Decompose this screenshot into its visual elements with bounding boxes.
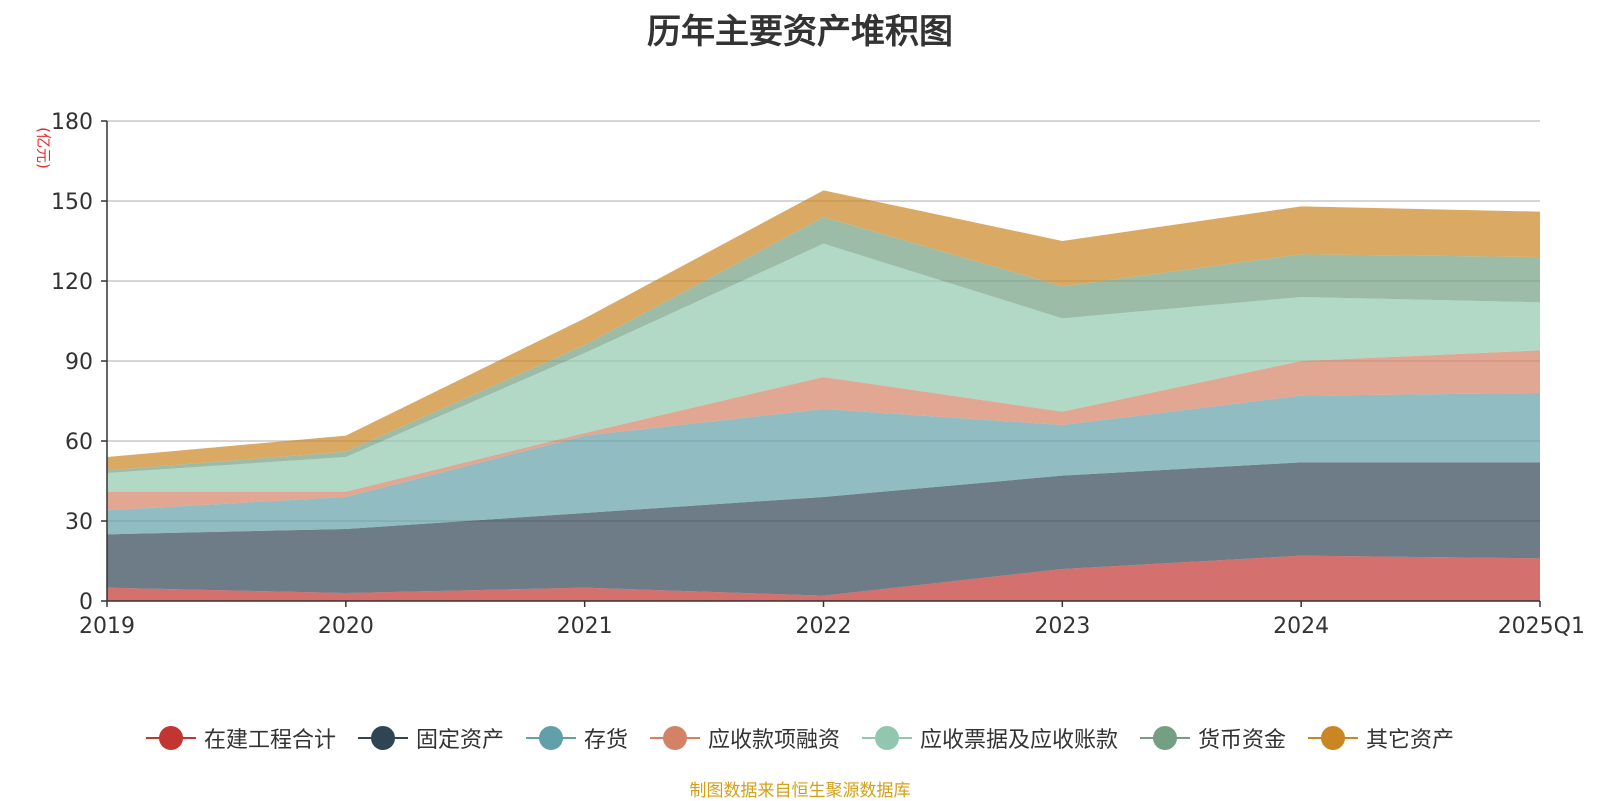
chart-title: 历年主要资产堆积图 xyxy=(647,12,953,52)
y-tick-label: 30 xyxy=(65,510,93,535)
legend-label: 应收款项融资 xyxy=(707,728,840,753)
y-tick-label: 150 xyxy=(51,190,93,215)
x-tick-label: 2024 xyxy=(1273,614,1329,639)
chart-plot: 0 30 60 90 120 150 180 2019 2020 2021 2022 2023 2024… xyxy=(51,110,1585,639)
area-series-7[interactable] xyxy=(107,190,1540,471)
x-tick-label: 2022 xyxy=(796,614,852,639)
legend-label: 存货 xyxy=(583,728,628,753)
x-tick-label: 2019 xyxy=(79,614,135,639)
legend-marker-dot xyxy=(1321,726,1346,750)
legend-label: 其它资产 xyxy=(1366,728,1455,753)
area-series-3[interactable] xyxy=(107,393,1540,535)
x-tick-label: 2025Q1 xyxy=(1498,614,1585,639)
legend-label: 应收票据及应收账款 xyxy=(920,728,1119,753)
legend-marker-dot xyxy=(538,726,563,750)
x-tick-label: 2023 xyxy=(1034,614,1090,639)
legend-marker xyxy=(145,726,196,750)
legend-marker xyxy=(649,726,700,750)
legend-marker-dot xyxy=(875,726,899,750)
legend-item-5[interactable]: 应收票据及应收账款 xyxy=(862,722,1118,754)
legend-marker-dot xyxy=(662,726,687,750)
legend-marker xyxy=(525,726,576,750)
legend-marker xyxy=(862,726,912,750)
legend-item-1[interactable]: 在建工程合计 xyxy=(145,722,336,754)
x-tick-label: 2020 xyxy=(318,614,374,639)
x-tick-label: 2021 xyxy=(557,614,613,639)
area-series-1[interactable] xyxy=(107,555,1540,601)
legend-marker xyxy=(1140,726,1191,750)
y-tick-label: 60 xyxy=(65,430,93,455)
area-series-6[interactable] xyxy=(107,217,1540,473)
legend-item-6[interactable]: 货币资金 xyxy=(1140,722,1286,754)
y-tick-label: 120 xyxy=(51,270,93,295)
legend-item-2[interactable]: 固定资产 xyxy=(357,722,504,754)
legend-item-7[interactable]: 其它资产 xyxy=(1308,722,1454,754)
area-series-2[interactable] xyxy=(107,462,1540,596)
legend-item-3[interactable]: 存货 xyxy=(525,722,628,754)
legend-marker-dot xyxy=(1153,726,1178,750)
stacked-areas xyxy=(107,190,1540,601)
area-series-5[interactable] xyxy=(107,243,1540,492)
y-tick-label: 0 xyxy=(79,590,93,615)
y-tick-label: 90 xyxy=(65,350,93,375)
legend: 在建工程合计 固定资产 存货 应收款项融资 应收票据及应收账款 货币资金 其它资产 xyxy=(0,720,1600,756)
area-series-4[interactable] xyxy=(107,350,1540,511)
legend-label: 固定资产 xyxy=(415,728,504,753)
legend-label: 货币资金 xyxy=(1198,728,1287,753)
legend-marker xyxy=(1308,726,1359,750)
source-note: 制图数据来自恒生聚源数据库 xyxy=(689,781,911,801)
legend-marker xyxy=(357,726,408,750)
legend-marker-dot xyxy=(370,726,395,750)
y-tick-label: 180 xyxy=(51,110,93,135)
legend-item-4[interactable]: 应收款项融资 xyxy=(649,722,840,754)
legend-label: 在建工程合计 xyxy=(203,728,336,753)
legend-marker-dot xyxy=(158,726,183,750)
axes: 0 30 60 90 120 150 180 2019 2020 2021 2022 2023 2024… xyxy=(51,110,1585,639)
